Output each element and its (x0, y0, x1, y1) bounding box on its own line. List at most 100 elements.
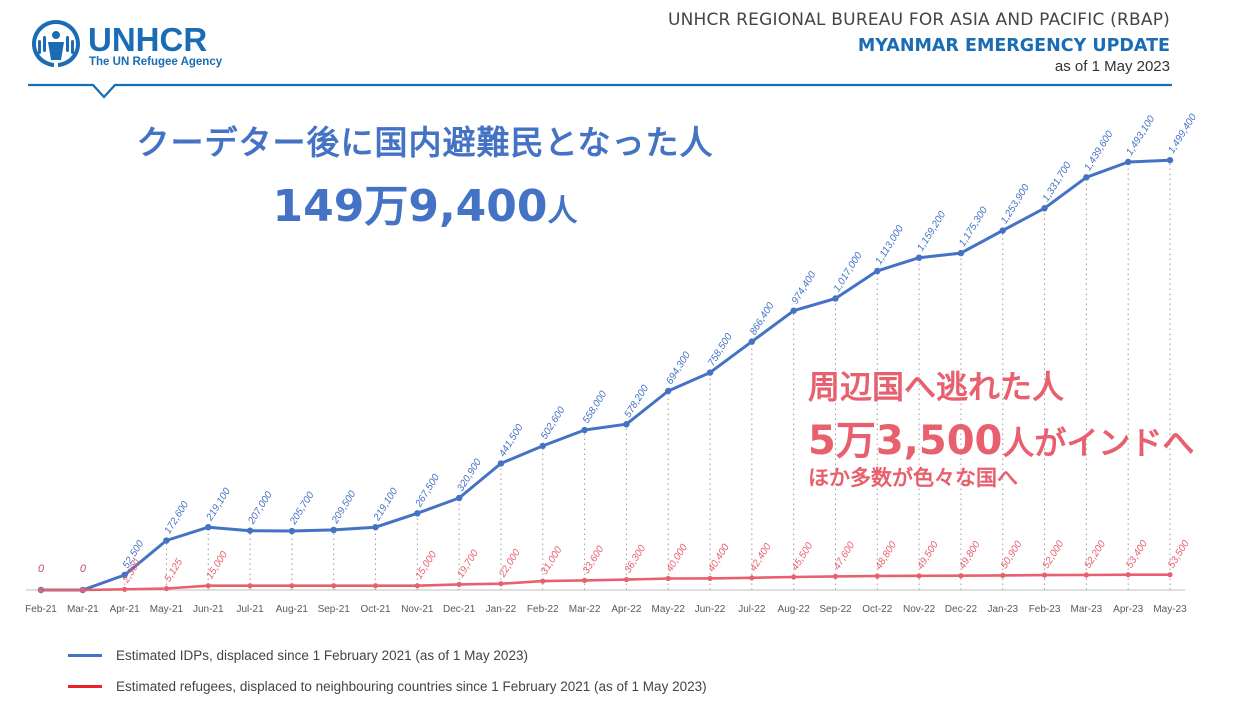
idp-data-point (832, 295, 839, 302)
idp-data-label: 1,159,200 (915, 209, 948, 253)
idp-data-point (790, 307, 797, 314)
as-of-date: as of 1 May 2023 (1054, 58, 1170, 75)
x-tick-label: Jun-21 (193, 604, 224, 615)
header-divider (28, 83, 1172, 99)
idp-data-point (372, 523, 379, 531)
idp-data-point (539, 442, 546, 450)
idp-data-point (957, 249, 965, 257)
x-tick-label: Jul-22 (738, 604, 766, 615)
idp-data-label: 1,017,000 (832, 250, 865, 294)
idp-data-point (497, 460, 505, 467)
refugee-data-point (916, 573, 922, 579)
refugee-data-label: 5,125 (163, 557, 186, 584)
idp-total-number: 149万9,400 (272, 181, 548, 232)
unhcr-emblem-icon: UNHCR The UN Refugee Agency (32, 20, 223, 68)
refugee-data-point (623, 576, 630, 583)
idp-data-label: 974,400 (790, 269, 819, 306)
idp-data-label: 866,400 (748, 300, 777, 337)
idp-series-line (41, 158, 1171, 592)
refugee-data-point (874, 573, 880, 579)
refugee-data-label: 42,400 (748, 541, 774, 573)
idp-data-point (665, 387, 672, 395)
refugee-annotation-sub: ほか多数が色々な国へ (808, 466, 1018, 490)
legend-refugee: Estimated refugees, displaced to neighbo… (68, 677, 707, 695)
refugee-total-number: 5万3,500 (808, 418, 1003, 464)
refugee-data-point (372, 583, 379, 589)
legend-idp: Estimated IDPs, displaced since 1 Februa… (68, 646, 528, 664)
idp-data-point (706, 369, 714, 376)
x-tick-label: Feb-23 (1029, 604, 1061, 615)
refugee-data-point (707, 575, 713, 582)
idp-data-point (915, 254, 923, 261)
idp-data-label: 0 (80, 563, 87, 575)
refugee-data-point (122, 586, 128, 592)
idp-data-label: 1,493,100 (1124, 114, 1157, 158)
logo-text: UNHCR (88, 21, 207, 58)
refugee-data-point (832, 573, 839, 579)
refugee-data-point (1125, 572, 1131, 578)
x-tick-label: Apr-22 (611, 604, 641, 615)
report-header: UNHCR REGIONAL BUREAU FOR ASIA AND PACIF… (668, 10, 1170, 75)
idp-data-label: 172,600 (163, 499, 192, 536)
idp-data-point (455, 494, 463, 502)
idp-data-point (1083, 174, 1090, 181)
idp-data-point (748, 338, 756, 345)
x-tick-label: Nov-21 (401, 604, 434, 615)
legend-refugee-label: Estimated refugees, displaced to neighbo… (116, 678, 707, 694)
x-tick-label: Jan-22 (486, 604, 517, 615)
refugee-data-point (665, 575, 671, 582)
refugee-data-point (749, 575, 755, 581)
refugee-data-label: 0 (80, 563, 87, 575)
update-title: MYANMAR EMERGENCY UPDATE (857, 36, 1170, 56)
x-tick-label: Sep-22 (819, 604, 852, 615)
x-tick-label: Oct-21 (361, 604, 391, 615)
x-tick-label: Jun-22 (695, 604, 726, 615)
refugee-data-label: 45,500 (790, 540, 816, 572)
refugee-data-point (289, 583, 295, 589)
idp-data-label: 1,253,900 (999, 182, 1032, 226)
refugee-total-suffix: 人がインドへ (1002, 424, 1195, 462)
idp-data-label: 1,439,600 (1083, 129, 1116, 173)
idp-data-label: 267,500 (413, 472, 442, 510)
idp-data-point (623, 421, 630, 428)
refugee-data-point (791, 574, 797, 580)
refugee-data-point (958, 573, 964, 579)
idp-data-label: 502,600 (539, 405, 568, 442)
refugee-data-point (1083, 572, 1089, 578)
refugee-data-label: 0 (38, 563, 45, 575)
legend-idp-label: Estimated IDPs, displaced since 1 Februa… (116, 647, 528, 663)
x-tick-label: May-22 (652, 604, 686, 615)
x-tick-label: May-21 (150, 604, 184, 615)
x-tick-label: Aug-22 (778, 604, 811, 615)
refugee-data-point (80, 587, 86, 593)
idp-data-point (330, 526, 337, 534)
refugee-data-point (1167, 572, 1173, 578)
idp-data-label: 207,000 (246, 489, 275, 527)
legend-idp-swatch (68, 653, 102, 657)
refugee-data-point (1000, 572, 1006, 579)
x-tick-label: Feb-22 (527, 604, 559, 615)
idp-data-point (121, 571, 128, 579)
refugee-data-point (205, 583, 211, 589)
logo-subtitle: The UN Refugee Agency (89, 56, 223, 68)
refugee-data-point (498, 581, 504, 587)
unhcr-logo: UNHCR The UN Refugee Agency (28, 14, 238, 77)
refugee-data-point (163, 585, 170, 592)
refugee-data-point (331, 583, 337, 589)
idp-data-label: 1,499,400 (1166, 112, 1199, 156)
x-tick-label: Mar-22 (569, 604, 601, 615)
legend-refugee-swatch (68, 684, 102, 688)
idp-data-label: 209,500 (329, 489, 358, 527)
idp-data-label: 205,700 (288, 490, 317, 528)
idp-data-point (414, 510, 421, 517)
x-tick-label: Dec-22 (945, 604, 978, 615)
x-tick-label: Mar-21 (67, 604, 99, 615)
refugee-data-point (247, 583, 253, 589)
x-tick-label: Oct-22 (862, 604, 892, 615)
refugee-series-line (41, 573, 1170, 592)
idp-data-label: 558,000 (581, 389, 610, 426)
idp-data-point (246, 527, 254, 534)
refugee-data-point (456, 581, 462, 587)
x-tick-label: May-23 (1153, 604, 1187, 615)
idp-data-point (999, 227, 1006, 234)
